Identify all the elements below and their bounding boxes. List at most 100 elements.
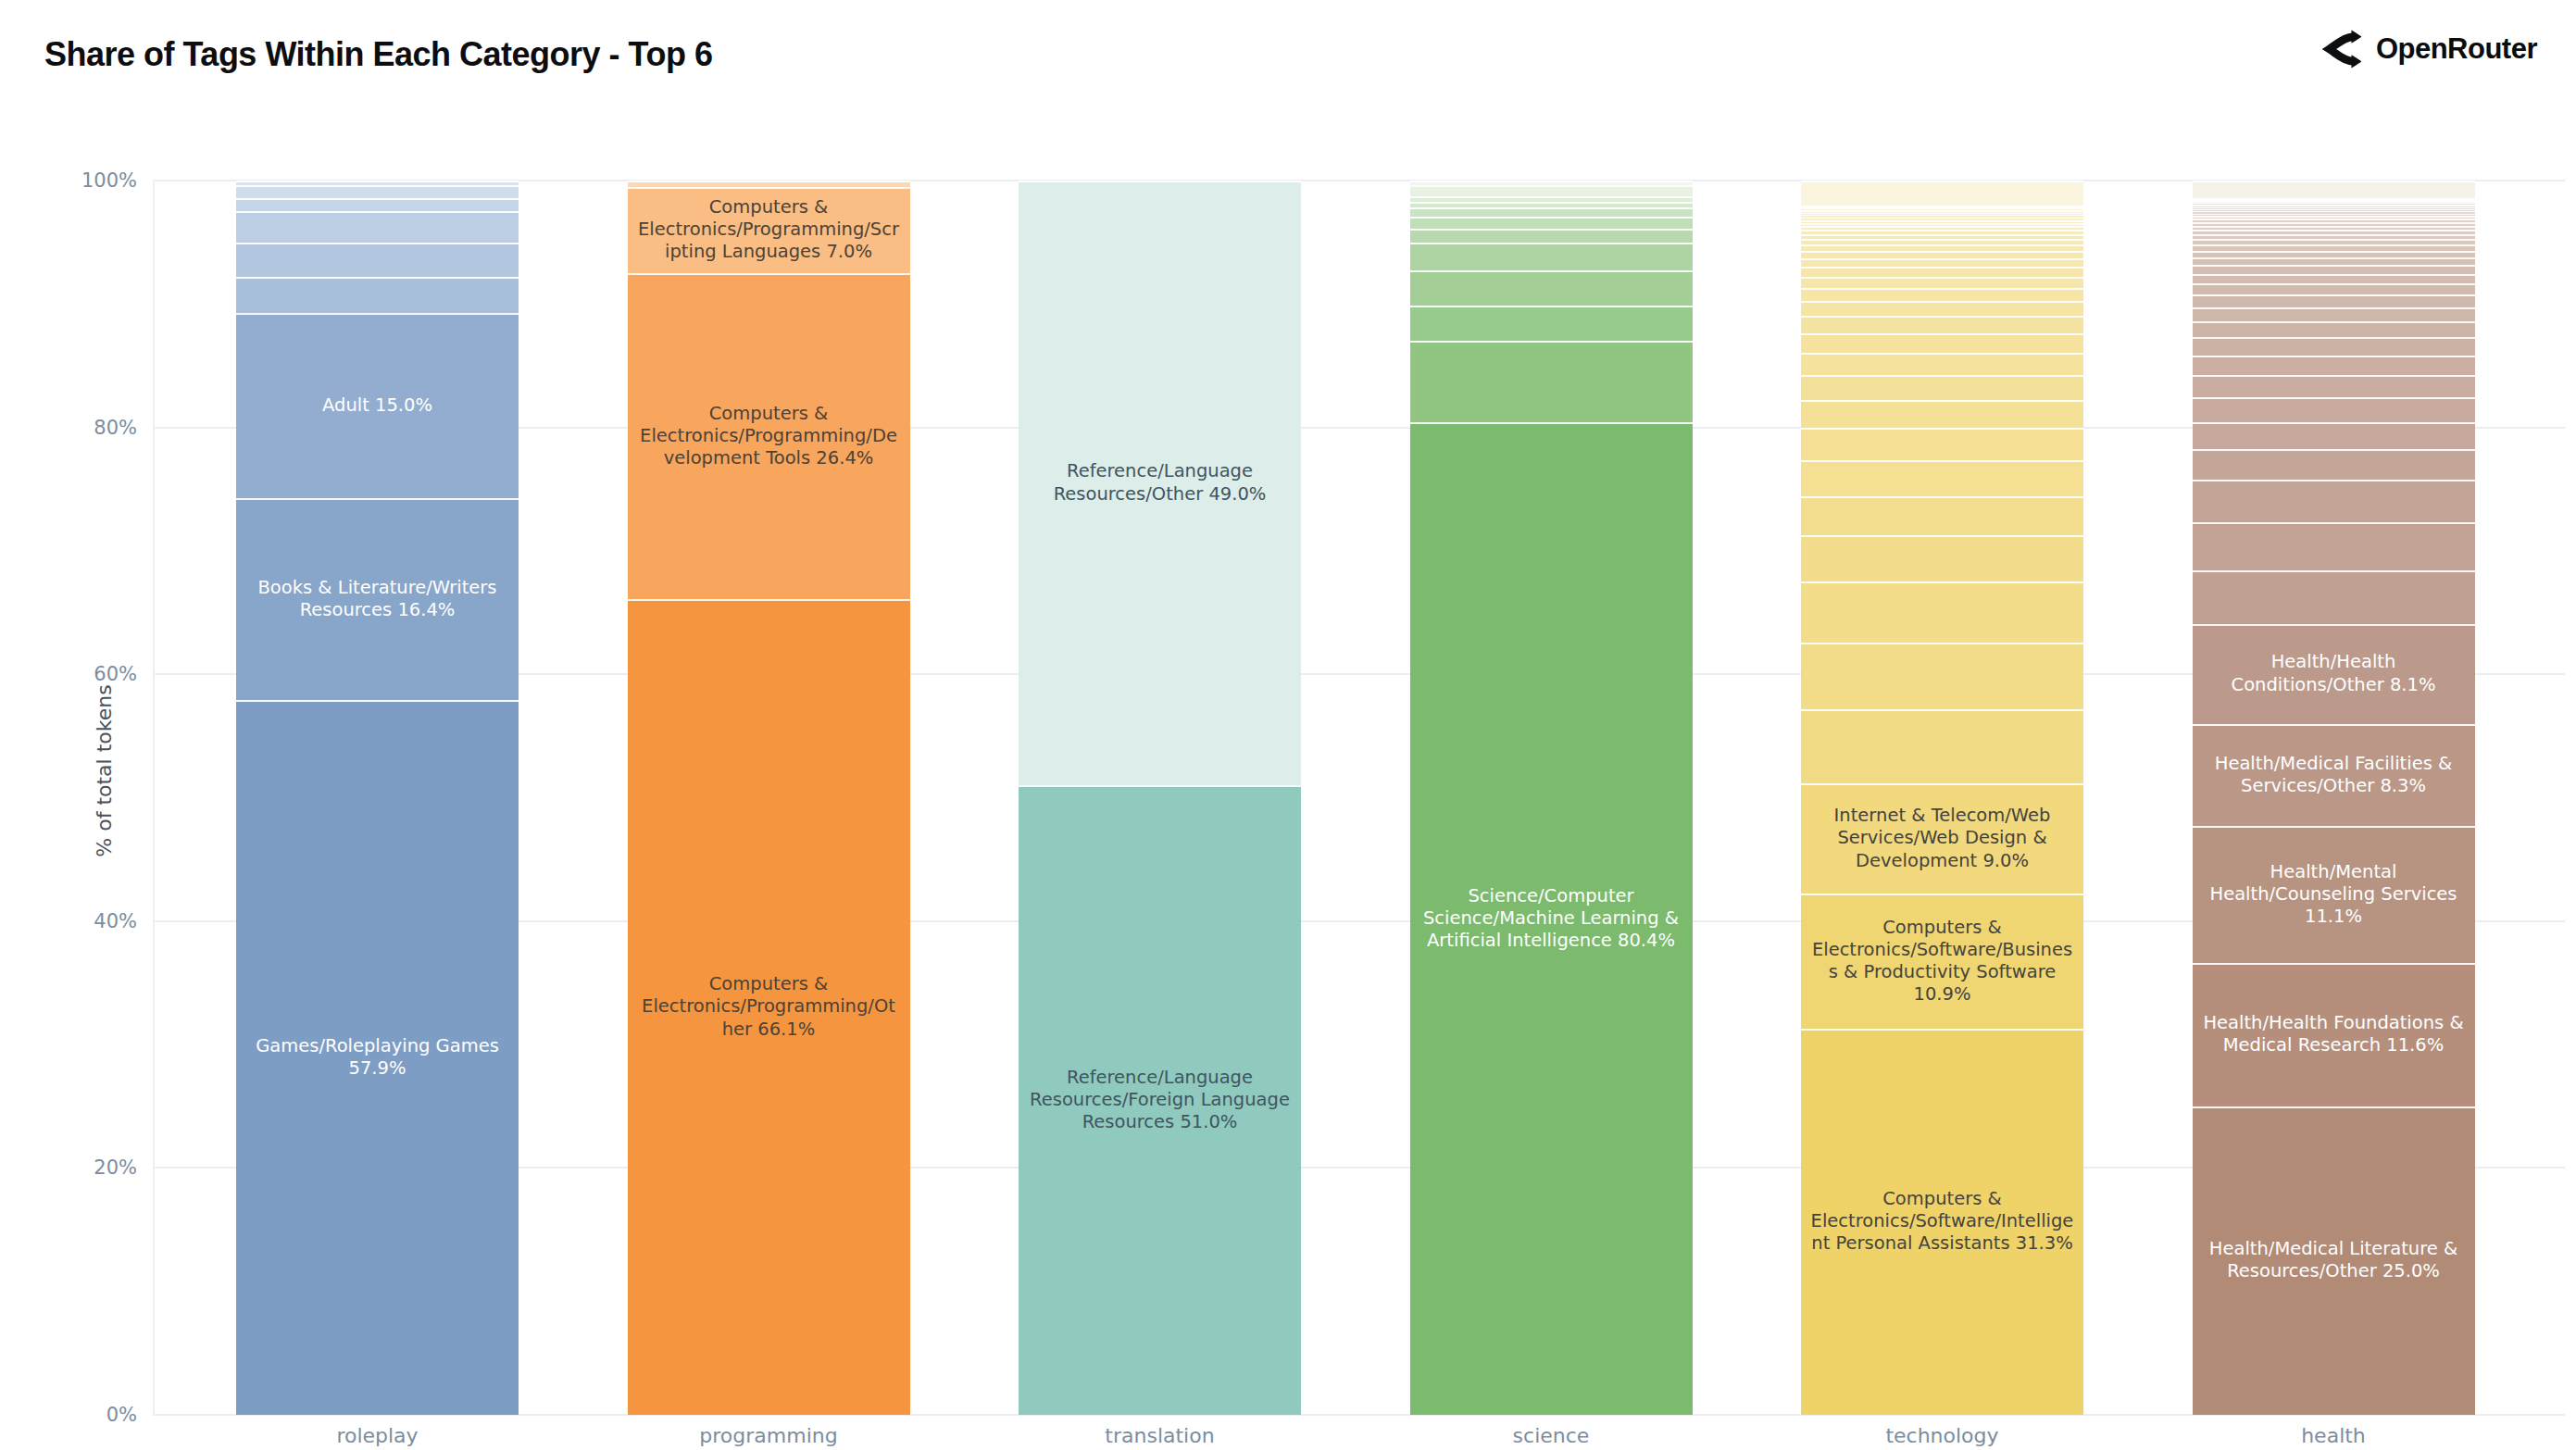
bar-segment[interactable]: Health/Medical Facilities & Services/Oth… [2193,724,2475,827]
bar-segment-small[interactable] [2193,307,2475,321]
bar-segment[interactable]: Health/Health Conditions/Other 8.1% [2193,624,2475,724]
bar-segment-small[interactable] [236,198,519,212]
bar-segment-small[interactable] [2193,522,2475,570]
bar-segment-small[interactable] [2193,199,2475,200]
bar-segment-small[interactable] [1801,211,2083,213]
bar-segment-small[interactable] [1801,218,2083,220]
bar-segment-small[interactable] [2193,449,2475,480]
bar-segment-small[interactable] [236,185,519,197]
bar-segment-small[interactable] [1801,258,2083,267]
bar-segment-small[interactable] [1801,244,2083,251]
bar-segment-small[interactable] [1410,185,1693,196]
bar-segment-small[interactable] [2193,230,2475,234]
bar-segment-small[interactable] [1801,210,2083,212]
bar-segment-small[interactable] [2193,274,2475,284]
bar-segment-small[interactable] [2193,205,2475,206]
bar-segment[interactable]: Internet & Telecom/Web Services/Web Desi… [1801,783,2083,894]
bar-segment[interactable]: Books & Literature/Writers Resources 16.… [236,498,519,701]
bar-segment-small[interactable] [2193,480,2475,523]
bar-segment-small[interactable] [1801,277,2083,288]
bar-segment-small[interactable] [236,181,519,185]
bar-segment-small[interactable] [1801,208,2083,209]
bar-segment-small[interactable] [2193,422,2475,449]
bar-segment-small[interactable] [1801,251,2083,258]
bar-segment-small[interactable] [1801,333,2083,353]
bar-segment[interactable]: Computers & Electronics/Software/Intelli… [1801,1029,2083,1415]
bar-segment-small[interactable] [1410,181,1693,185]
bar-segment[interactable]: Health/Mental Health/Counseling Services… [2193,826,2475,963]
bar-segment[interactable]: Health/Health Foundations & Medical Rese… [2193,963,2475,1106]
bar-segment-small[interactable] [1801,207,2083,208]
bar-segment-small[interactable] [236,243,519,277]
bar-segment-small[interactable] [1801,428,2083,460]
bar-segment-small[interactable] [1410,217,1693,229]
bar-segment-small[interactable] [628,181,910,187]
bar-segment[interactable]: Reference/Language Resources/Other 49.0% [1019,181,1301,785]
bar-segment-small[interactable] [1801,239,2083,244]
bar-segment-small[interactable] [1801,223,2083,227]
bar-segment-small[interactable] [1801,288,2083,301]
bar-segment-small[interactable] [2193,375,2475,397]
bar-segment-small[interactable] [2193,244,2475,251]
bar-segment-small[interactable] [2193,257,2475,265]
bar-segment[interactable]: Games/Roleplaying Games 57.9% [236,700,519,1415]
bar-segment-small[interactable] [1801,496,2083,536]
bar-segment-small[interactable] [1801,206,2083,207]
bar-segment-small[interactable] [2193,203,2475,204]
bar-segment-small[interactable] [1410,196,1693,201]
bar-segment-small[interactable] [236,211,519,242]
bar-segment[interactable]: Health/Medical Literature & Resources/Ot… [2193,1106,2475,1415]
bar-segment-small[interactable] [1801,226,2083,230]
bar-segment-small[interactable] [2193,201,2475,202]
bar-segment-small[interactable] [1801,643,2083,709]
bar-segment-small[interactable] [2193,222,2475,226]
bar-segment-small[interactable] [1410,243,1693,271]
bar-segment-small[interactable] [1801,215,2083,217]
bar-segment[interactable]: Adult 15.0% [236,313,519,498]
bar-segment-small[interactable] [236,277,519,313]
bar-segment-small[interactable] [2193,206,2475,207]
bar-segment-small[interactable] [1801,400,2083,429]
bar-segment[interactable]: Computers & Electronics/Programming/Scri… [628,187,910,273]
bar-segment-small[interactable] [1801,267,2083,277]
bar-segment-small[interactable] [1801,581,2083,642]
bar-segment-small[interactable] [1801,234,2083,239]
bar-segment-small[interactable] [1801,316,2083,333]
bar-segment-small[interactable] [2193,265,2475,273]
bar-segment-small[interactable] [2193,283,2475,294]
bar-segment-small[interactable] [1410,306,1693,342]
bar-segment-small[interactable] [2193,337,2475,355]
bar-segment-small[interactable] [2193,226,2475,230]
bar-segment-small[interactable] [2193,234,2475,239]
bar-segment-small[interactable] [1801,301,2083,316]
bar-segment-small[interactable] [1801,709,2083,783]
bar-segment-small[interactable] [1410,202,1693,208]
bar-segment[interactable]: Computers & Electronics/Software/Busines… [1801,894,2083,1028]
bar-segment[interactable]: Computers & Electronics/Programming/Othe… [628,599,910,1415]
bar-segment-small[interactable] [1801,220,2083,223]
bar-segment-small[interactable] [2193,181,2475,198]
bar-segment-small[interactable] [2193,216,2475,219]
bar-segment-small[interactable] [1801,181,2083,206]
bar-segment[interactable]: Computers & Electronics/Programming/Deve… [628,273,910,599]
bar-segment[interactable]: Reference/Language Resources/Foreign Lan… [1019,785,1301,1415]
bar-segment-small[interactable] [1801,353,2083,375]
bar-segment-small[interactable] [1410,207,1693,216]
bar-segment-small[interactable] [2193,294,2475,306]
bar-segment-small[interactable] [1801,213,2083,215]
bar-segment-small[interactable] [1410,341,1693,422]
bar-segment-small[interactable] [2193,209,2475,211]
bar-segment[interactable]: Science/Computer Science/Machine Learnin… [1410,422,1693,1415]
bar-segment-small[interactable] [2193,239,2475,244]
bar-segment-small[interactable] [2193,251,2475,257]
bar-segment-small[interactable] [2193,397,2475,422]
bar-segment-small[interactable] [2193,198,2475,199]
bar-segment-small[interactable] [2193,214,2475,217]
bar-segment-small[interactable] [2193,356,2475,375]
bar-segment-small[interactable] [2193,321,2475,337]
bar-segment-small[interactable] [2193,200,2475,201]
bar-segment-small[interactable] [2193,570,2475,623]
bar-segment-small[interactable] [1801,460,2083,496]
bar-segment-small[interactable] [1801,535,2083,581]
bar-segment-small[interactable] [2193,207,2475,209]
